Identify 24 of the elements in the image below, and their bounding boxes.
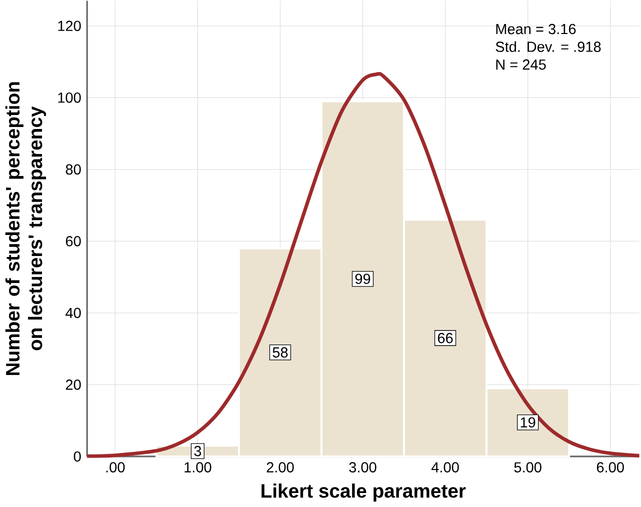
y-tick-label: 0 — [74, 451, 81, 462]
x-tick-label: 2.00 — [266, 462, 294, 472]
y-axis-title: Number of students' perception on lecturers' transparency — [5, 82, 46, 375]
y-tick-label: 120 — [58, 20, 81, 32]
data-label: 3 — [194, 446, 202, 456]
y-tick-label: 40 — [66, 308, 81, 318]
data-label: 58 — [272, 347, 288, 358]
annotation: N = 245 — [496, 59, 546, 70]
x-tick-label: 1.00 — [184, 462, 212, 472]
annotation: Mean = 3.16 — [496, 24, 576, 34]
y-tick-label: 60 — [66, 236, 81, 246]
data-label: 66 — [438, 332, 453, 344]
x-tick-label: .00 — [106, 462, 125, 472]
x-tick-label: 6.00 — [596, 462, 624, 472]
data-label: 19 — [520, 417, 536, 428]
x-tick-label: 3.00 — [349, 462, 376, 472]
annotation: Std. Dev. = .918 — [496, 41, 601, 52]
x-tick-label: 5.00 — [514, 462, 542, 472]
y-tick-label: 100 — [58, 92, 81, 103]
data-label: 99 — [355, 274, 370, 284]
x-tick-label: 4.00 — [431, 462, 459, 472]
y-tick-label: 80 — [66, 164, 81, 175]
x-axis-title: Likert scale parameter — [262, 484, 466, 502]
y-tick-label: 20 — [66, 380, 81, 390]
